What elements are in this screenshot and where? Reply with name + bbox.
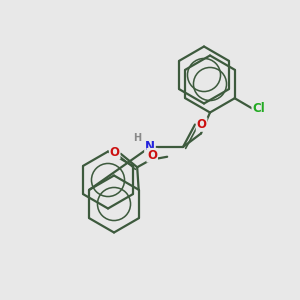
Text: Cl: Cl (252, 102, 265, 115)
Text: H: H (133, 133, 142, 143)
Text: O: O (147, 149, 157, 162)
Text: N: N (145, 140, 155, 154)
Text: O: O (110, 146, 120, 159)
Text: O: O (196, 118, 207, 131)
